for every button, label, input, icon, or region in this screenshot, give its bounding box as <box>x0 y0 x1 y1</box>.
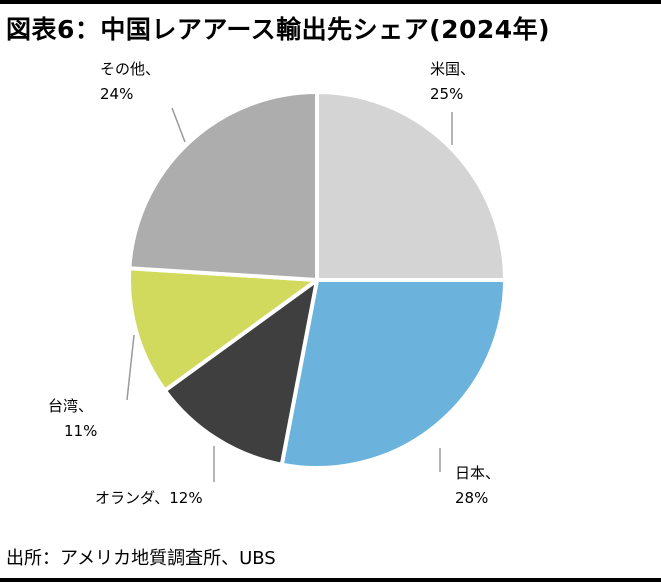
leader-line <box>126 334 135 401</box>
pie-slice <box>315 90 507 282</box>
slice-percent: 24% <box>100 85 133 103</box>
slice-label: 米国、 <box>430 60 475 78</box>
slice-label: その他、 <box>100 60 160 78</box>
pie-slice <box>279 278 507 470</box>
slice-label: 日本、 <box>455 464 500 482</box>
pie-slice <box>127 90 319 282</box>
slice-label: 台湾、 <box>48 397 93 415</box>
slice-label: オランダ、12% <box>95 489 203 507</box>
slice-percent: 28% <box>455 489 488 507</box>
pie-slice <box>127 266 319 393</box>
slice-percent: 11% <box>64 422 97 440</box>
pie-slice <box>162 278 319 467</box>
top-rule <box>0 0 661 4</box>
bottom-rule <box>0 578 661 582</box>
chart-source: 出所：アメリカ地質調査所、UBS <box>6 548 276 569</box>
leader-line <box>171 107 186 143</box>
chart-title: 図表6：中国レアアース輸出先シェア(2024年) <box>6 15 551 44</box>
slice-percent: 25% <box>430 85 463 103</box>
